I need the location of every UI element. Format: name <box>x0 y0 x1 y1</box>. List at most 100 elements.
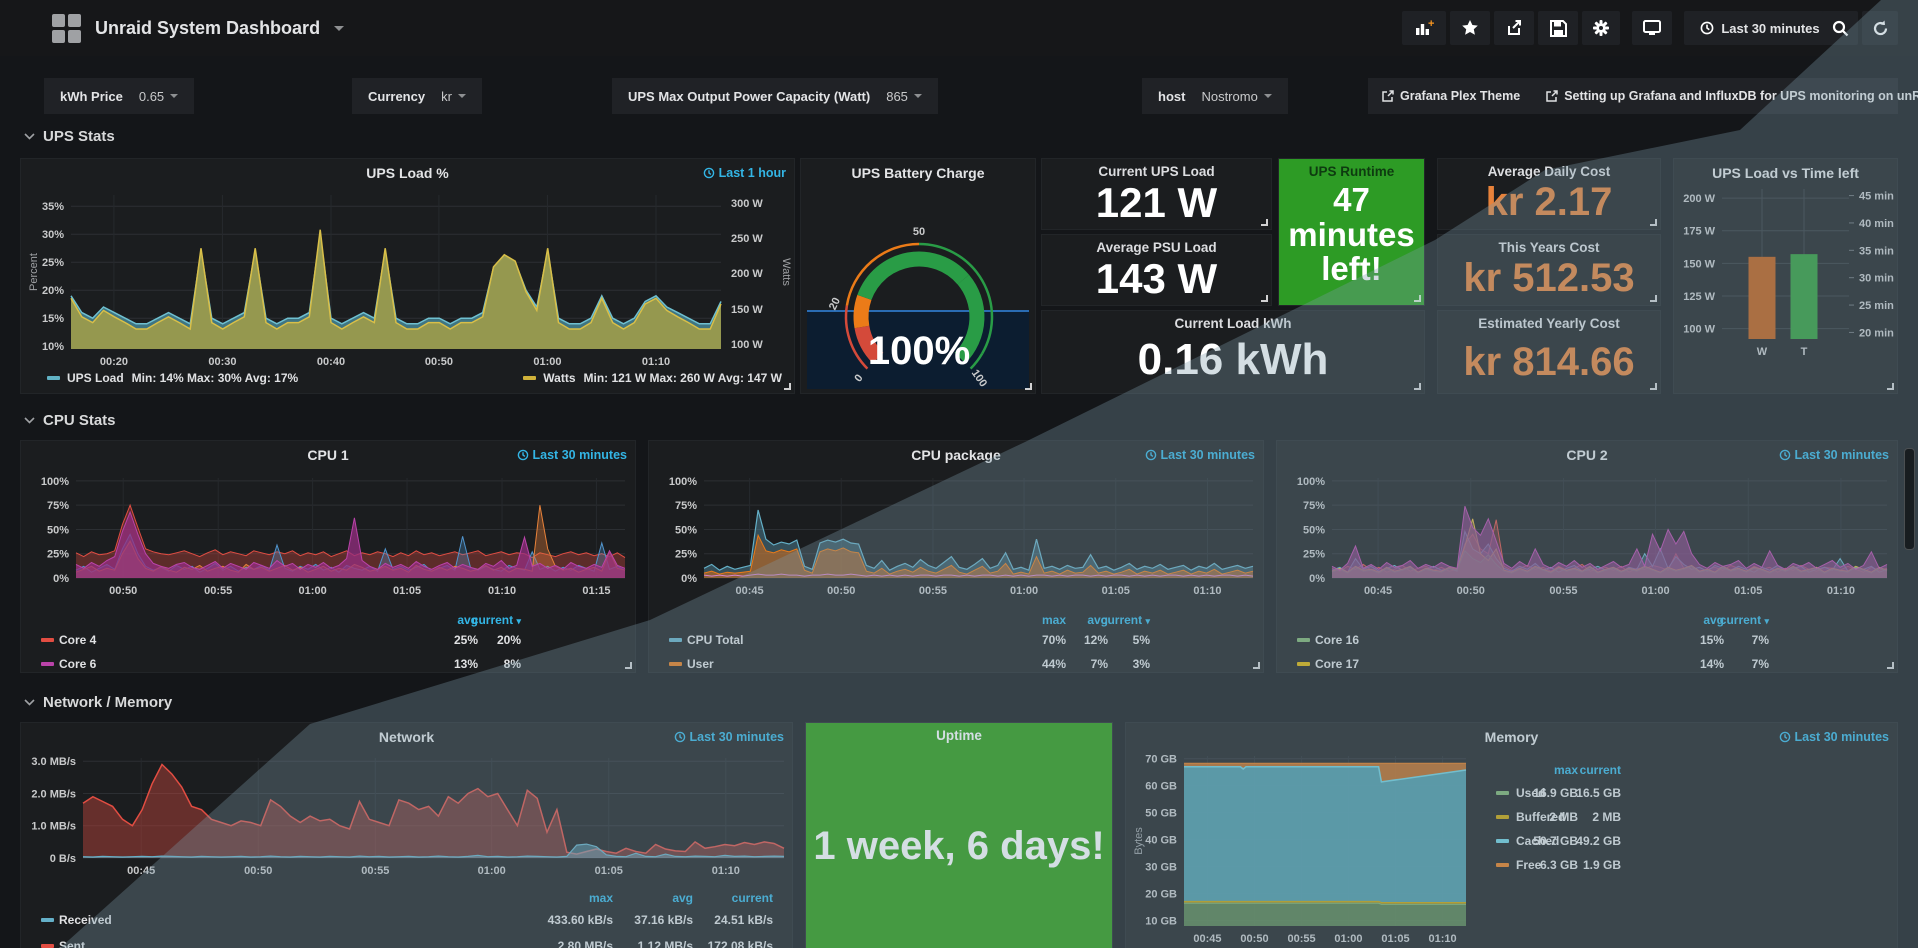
legend-column-header[interactable]: avg <box>672 891 693 905</box>
variable-currency: Currency kr <box>352 78 482 114</box>
legend-value: 7% <box>1751 633 1769 647</box>
scrollbar-thumb[interactable] <box>1904 448 1915 550</box>
variable-value-dropdown[interactable]: kr <box>441 89 466 104</box>
svg-text:175 W: 175 W <box>1683 226 1715 238</box>
legend-column-header[interactable]: avg <box>1703 613 1724 627</box>
legend-series-name[interactable]: Used <box>1516 786 1546 800</box>
legend-series-name[interactable]: CPU Total <box>687 633 744 647</box>
legend-series-name[interactable]: Core 17 <box>1315 657 1360 671</box>
legend-series-name[interactable]: Buffered <box>1516 810 1566 824</box>
stat-title[interactable]: Current Load kWh <box>1174 316 1292 331</box>
svg-text:50%: 50% <box>47 524 69 536</box>
legend-series-name[interactable]: Sent <box>59 939 86 948</box>
stat-title[interactable]: UPS Runtime <box>1308 164 1395 179</box>
legend-series-name[interactable]: User <box>687 657 714 671</box>
chevron-down-icon <box>24 133 35 140</box>
stat-value: 121 W <box>1095 179 1218 226</box>
link-ups-monitoring-guide[interactable]: Setting up Grafana and InfluxDB for UPS … <box>1546 89 1918 103</box>
legend-column-header[interactable]: max <box>588 891 613 905</box>
panel-memory-graph: Memory Last 30 minutes 10 GB 20 GB 30 GB 40… <box>1125 722 1898 948</box>
legend-value: 16.9 GB <box>1533 786 1578 800</box>
star-dashboard-button[interactable] <box>1450 11 1490 45</box>
panel-title[interactable]: CPU package <box>911 447 1001 463</box>
cpu-package-chart[interactable]: 0% 25% 50% 75% 100% 00:45 00:50 00:55 01:00 01:05… <box>649 441 1263 672</box>
svg-text:50: 50 <box>913 226 925 238</box>
network-chart[interactable]: 0 B/s 1.0 MB/s 2.0 MB/s 3.0 MB/s 00:45 00:50 0… <box>21 723 792 948</box>
svg-text:75%: 75% <box>1303 500 1325 512</box>
legend-column-header[interactable]: max <box>1041 613 1066 627</box>
stat-title[interactable]: Average Daily Cost <box>1487 164 1611 179</box>
stat-title[interactable]: Estimated Yearly Cost <box>1478 316 1620 331</box>
legend-column-header[interactable]: max <box>1553 763 1578 777</box>
legend-column-header[interactable]: current ▾ <box>471 613 521 627</box>
legend-column-header[interactable]: avg <box>1087 613 1108 627</box>
panel-title[interactable]: UPS Load vs Time left <box>1712 165 1859 181</box>
add-panel-button[interactable]: + <box>1402 11 1446 45</box>
legend-column-header[interactable]: current <box>731 891 773 905</box>
save-dashboard-button[interactable] <box>1538 11 1578 45</box>
legend-series-name[interactable]: Free <box>1516 858 1542 872</box>
clock-icon <box>703 167 714 179</box>
panel-title[interactable]: Memory <box>1484 729 1539 745</box>
svg-text:75%: 75% <box>675 500 697 512</box>
time-range-picker[interactable]: Last 30 minutes <box>1684 11 1836 45</box>
legend-series-name[interactable]: Core 16 <box>1315 633 1360 647</box>
legend-column-header[interactable]: current ▾ <box>1719 613 1769 627</box>
stat-title[interactable]: Average PSU Load <box>1096 240 1217 255</box>
svg-text:01:05: 01:05 <box>1734 585 1762 597</box>
section-ups-stats[interactable]: UPS Stats <box>24 128 115 145</box>
tv-mode-button[interactable] <box>1632 11 1672 45</box>
variable-value-dropdown[interactable]: 0.65 <box>139 89 179 104</box>
share-dashboard-button[interactable] <box>1494 11 1534 45</box>
chart-legend: avg current ▾ Core 16 15% 7% Core 17 14% 7% <box>1277 441 1897 672</box>
stat-title[interactable]: Uptime <box>936 728 982 743</box>
star-icon <box>1462 20 1478 35</box>
title-caret-icon[interactable] <box>334 26 345 31</box>
legend-series-stats: Min: 121 W Max: 260 W Avg: 147 W <box>583 371 783 385</box>
legend-series-name[interactable]: Received <box>59 913 112 927</box>
section-network-memory[interactable]: Network / Memory <box>24 694 172 711</box>
legend-item[interactable]: UPS Load Min: 14% Max: 30% Avg: 17% <box>47 371 298 385</box>
zoom-out-button[interactable] <box>1822 11 1858 45</box>
panel-average-psu-load: Average PSU Load 143 W <box>1041 234 1272 306</box>
svg-text:0%: 0% <box>681 573 697 585</box>
panel-title[interactable]: Network <box>378 729 435 745</box>
svg-text:30 min: 30 min <box>1859 273 1894 285</box>
legend-value: 15% <box>1699 633 1724 647</box>
panel-this-years-cost: This Years Cost kr 512.53 <box>1437 234 1661 306</box>
stat-title[interactable]: This Years Cost <box>1498 240 1600 255</box>
panel-title[interactable]: CPU 2 <box>1566 447 1608 463</box>
panel-title[interactable]: CPU 1 <box>307 447 349 463</box>
link-grafana-plex-theme[interactable]: Grafana Plex Theme <box>1382 89 1520 103</box>
panel-title[interactable]: UPS Battery Charge <box>851 165 985 181</box>
svg-text:+: + <box>1428 19 1434 30</box>
svg-text:200 W: 200 W <box>731 268 763 280</box>
legend-series-name[interactable]: Cached <box>1516 834 1560 848</box>
dashboard-settings-button[interactable] <box>1582 11 1620 45</box>
ups-load-chart[interactable]: 10% 15% 20% 25% 30% 35% 00:20 00:30 00:40 00:50 01… <box>21 159 794 393</box>
cpu1-chart[interactable]: 0% 25% 50% 75% 100% 00:50 00:55 01:00 01:05 01:10… <box>21 441 635 672</box>
panel-current-ups-load: Current UPS Load 121 W <box>1041 158 1272 230</box>
stat-title[interactable]: Current UPS Load <box>1098 164 1215 179</box>
dashboards-grid-icon[interactable] <box>52 14 81 43</box>
memory-chart[interactable]: 10 GB 20 GB 30 GB 40 GB 50 GB 60 GB 70 GB 00:45… <box>1126 723 1897 948</box>
legend-column-header[interactable]: current <box>1579 763 1621 777</box>
refresh-button[interactable] <box>1862 11 1898 45</box>
legend-column-header[interactable]: current ▾ <box>1100 613 1150 627</box>
svg-text:00:50: 00:50 <box>1240 933 1268 945</box>
section-cpu-stats[interactable]: CPU Stats <box>24 412 116 429</box>
legend-series-name[interactable]: Core 6 <box>59 657 97 671</box>
legend-item[interactable]: Watts Min: 121 W Max: 260 W Avg: 147 W <box>523 371 782 385</box>
svg-text:T: T <box>1801 346 1808 358</box>
variable-value-dropdown[interactable]: 865 <box>886 89 922 104</box>
gear-icon <box>1593 20 1609 36</box>
cpu2-chart[interactable]: 0% 25% 50% 75% 100% 00:45 00:50 00:55 01:00 01:05… <box>1277 441 1897 672</box>
panel-title[interactable]: UPS Load % <box>366 165 449 181</box>
legend-column-header[interactable]: avg <box>457 613 478 627</box>
variable-value-dropdown[interactable]: Nostromo <box>1201 89 1272 104</box>
dashboard-title[interactable]: Unraid System Dashboard <box>95 18 321 38</box>
svg-text:00:55: 00:55 <box>919 585 947 597</box>
legend-series-name[interactable]: Core 4 <box>59 633 97 647</box>
